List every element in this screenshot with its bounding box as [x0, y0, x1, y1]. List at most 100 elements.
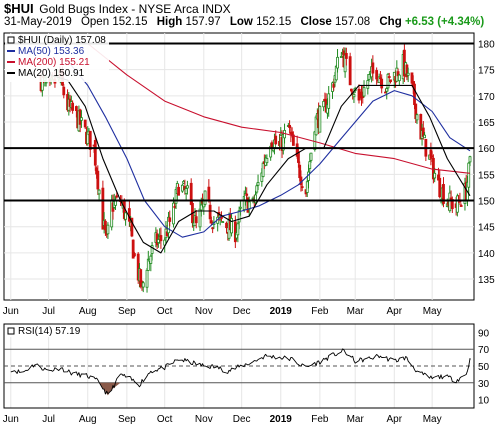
rsi-y-tick-label: 70 [478, 345, 490, 356]
price-candle [237, 206, 241, 230]
price-candle [256, 174, 260, 191]
price-candle [88, 130, 92, 158]
candle-body [448, 192, 452, 212]
candle-body [297, 151, 300, 163]
candle-body [194, 216, 198, 224]
candle-body [357, 88, 361, 101]
candle-body [255, 185, 259, 193]
candle-body [423, 134, 426, 139]
price-x-tick-label: Jun [3, 306, 19, 317]
candle-body [96, 170, 100, 190]
candle-body [455, 195, 459, 213]
candle-body [288, 124, 291, 128]
candle-body [101, 187, 105, 230]
candle-body [211, 227, 215, 230]
candle-body [207, 186, 211, 201]
candle-body [182, 181, 186, 184]
price-candle [236, 221, 240, 243]
price-candle [209, 216, 213, 225]
price-candle [93, 135, 97, 171]
candle-body [156, 239, 160, 243]
price-x-tick-label: 2019 [270, 306, 293, 317]
candle-body [397, 74, 401, 82]
price-candle [423, 132, 426, 139]
close-label: Close [300, 16, 332, 28]
price-candle [225, 221, 228, 234]
candle-body [298, 164, 302, 179]
candle-body [339, 56, 343, 58]
rsi-legend-bg [5, 325, 83, 337]
price-y-tick-label: 165 [478, 118, 495, 129]
candle-body [78, 109, 82, 125]
candle-body [124, 212, 127, 220]
rsi-x-tick-label: Apr [387, 414, 403, 425]
candle-body [406, 72, 410, 76]
candle-body [308, 161, 312, 169]
legend-box-marker [7, 36, 15, 44]
candle-body [106, 224, 110, 235]
price-y-tick-label: 150 [478, 197, 495, 208]
price-candle [291, 131, 295, 146]
price-x-tick-label: Oct [157, 306, 173, 317]
open-value: 152.15 [112, 16, 148, 28]
candle-body [387, 76, 391, 78]
rsi-x-tick-label: Jun [3, 414, 19, 425]
chg-value: +6.53 (+4.34%) [404, 16, 485, 28]
price-legend-entry: $HUI (Daily) 157.08 [18, 35, 106, 46]
candle-body [348, 56, 352, 86]
candle-body [442, 184, 445, 204]
candle-body [80, 117, 83, 121]
price-candle [297, 146, 300, 168]
price-x-tick-label: Aug [79, 306, 97, 317]
open-label: Open [80, 16, 110, 28]
candle-body [385, 88, 389, 92]
price-candle [362, 80, 366, 98]
candle-body [145, 269, 149, 288]
price-y-tick-label: 145 [478, 223, 495, 234]
candle-body [332, 84, 336, 88]
rsi-x-tick-label: May [423, 414, 442, 425]
rsi-x-tick-label: Nov [195, 414, 213, 425]
rsi-x-tick-label: Dec [233, 414, 251, 425]
price-x-tick-label: Sep [118, 306, 136, 317]
chart-title: $HUI Gold Bugs Index - NYSE Arca INDX [4, 1, 231, 16]
price-candle [106, 222, 110, 239]
candle-body [318, 106, 322, 133]
price-x-tick-label: Dec [233, 306, 251, 317]
candle-body [230, 218, 233, 234]
candle-body [433, 172, 437, 179]
candle-body [415, 114, 419, 121]
candle-body [344, 53, 348, 59]
candle-body [62, 86, 66, 96]
candle-body [270, 142, 274, 148]
candle-body [300, 186, 304, 189]
price-candle [265, 154, 269, 166]
candle-body [450, 199, 454, 210]
price-x-tick-label: Jul [42, 306, 55, 317]
price-candle [80, 110, 83, 128]
price-legend-entry: MA(20) 150.91 [18, 68, 85, 79]
price-candle [348, 52, 352, 86]
candle-body [104, 220, 107, 231]
price-x-tick-label: May [423, 306, 442, 317]
rsi-x-tick-label: Jul [42, 414, 55, 425]
ma200-line [87, 43, 471, 174]
price-legend-bg [5, 34, 109, 82]
candle-body [371, 62, 375, 74]
candle-body [238, 206, 242, 209]
candle-body [225, 222, 228, 229]
price-candle [133, 251, 136, 258]
price-candle [83, 119, 87, 130]
high-value: 157.97 [185, 16, 221, 28]
price-grid [4, 33, 474, 408]
rsi-x-tick-label: Feb [311, 414, 329, 425]
price-candle [150, 241, 154, 261]
price-y-tick-label: 160 [478, 144, 495, 155]
candle-body [221, 221, 225, 223]
candle-body [97, 189, 101, 195]
candle-body [88, 130, 92, 150]
candle-body [327, 93, 331, 109]
rsi-legend-entry: RSI(14) 57.19 [18, 326, 81, 337]
candle-body [261, 162, 265, 177]
price-candle [221, 221, 225, 224]
